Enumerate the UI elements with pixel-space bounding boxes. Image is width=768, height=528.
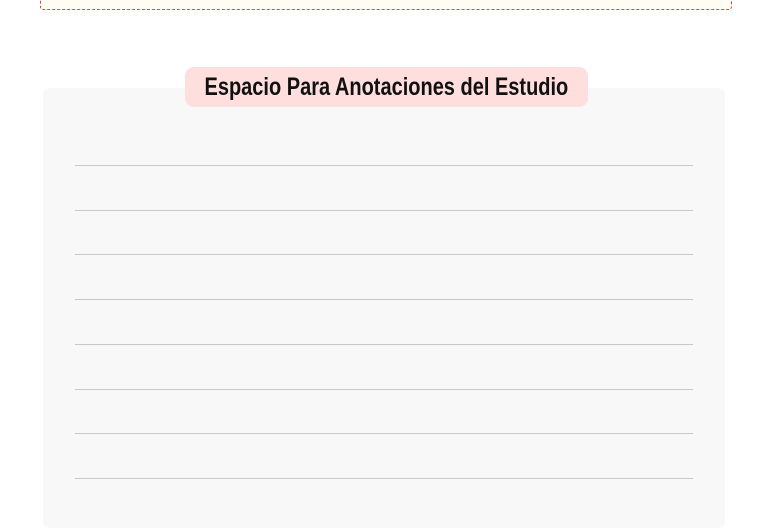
ruled-writing-line (75, 477, 693, 479)
ruled-writing-line (75, 343, 693, 345)
section-title: Espacio Para Anotaciones del Estudio (204, 72, 569, 101)
ruled-writing-line (75, 388, 693, 390)
ruled-writing-line (75, 433, 693, 435)
dashed-note-box (40, 0, 732, 10)
annotation-panel (43, 88, 725, 528)
ruled-writing-line (75, 254, 693, 256)
section-title-badge: Espacio Para Anotaciones del Estudio (185, 67, 588, 107)
ruled-writing-line (75, 209, 693, 211)
ruled-writing-line (75, 165, 693, 166)
ruled-writing-line (75, 299, 693, 301)
